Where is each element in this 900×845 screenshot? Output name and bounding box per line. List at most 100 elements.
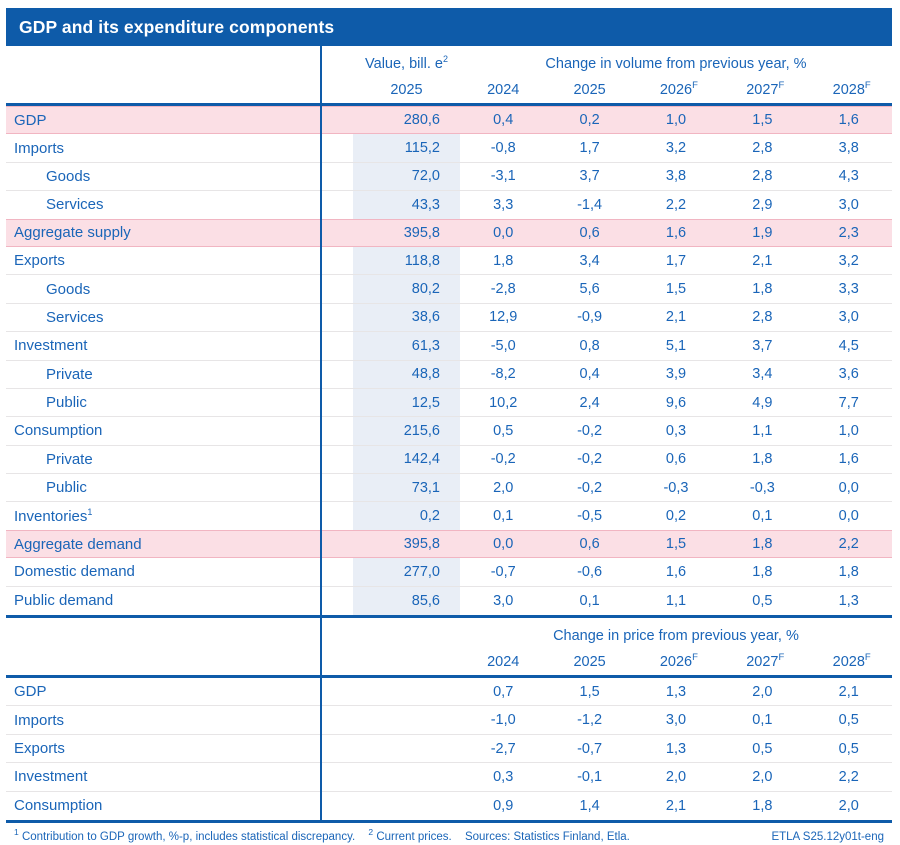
change-cell: -0,7 bbox=[577, 740, 603, 757]
table-row: Aggregate supply 395,8 0,0 0,6 1,6 1,9 2,3 bbox=[6, 218, 892, 247]
table-content: Value, bill. e2 Change in volume from pr… bbox=[6, 46, 892, 843]
change-cell: 1,3 bbox=[665, 683, 687, 700]
header-rule bbox=[6, 675, 892, 679]
change-cell: 0,6 bbox=[579, 224, 600, 241]
row-label: Domestic demand bbox=[14, 563, 135, 581]
row-label: Public demand bbox=[14, 592, 114, 610]
change-cell: -0,3 bbox=[749, 479, 775, 496]
value-cell bbox=[320, 706, 460, 733]
year-header: 2026 F bbox=[659, 79, 698, 98]
table-row: Public 73,1 2,0 -0,2 -0,3 -0,3 0,0 bbox=[6, 474, 892, 503]
section-divider-rule bbox=[6, 615, 892, 619]
footnote-text: 1 Contribution to GDP growth, %-p, inclu… bbox=[14, 828, 630, 843]
value-cell: 142,4 bbox=[320, 445, 460, 474]
change-cell: -0,5 bbox=[577, 508, 603, 525]
row-label: Inventories1 bbox=[14, 506, 93, 525]
change-cell: -0,3 bbox=[663, 479, 689, 496]
table-row: Public demand 85,6 3,0 0,1 1,1 0,5 1,3 bbox=[6, 586, 892, 616]
forecast-marker: F bbox=[692, 651, 698, 663]
value-cell: 118,8 bbox=[320, 246, 460, 275]
change-cell: 2,1 bbox=[752, 252, 773, 269]
value-cell: 73,1 bbox=[320, 474, 460, 502]
footnote-1-marker: 1 bbox=[14, 827, 19, 838]
year-header: 2028 F bbox=[832, 79, 871, 98]
change-cell: 2,0 bbox=[752, 683, 773, 700]
change-cell: 2,1 bbox=[838, 683, 859, 700]
value-cell bbox=[320, 792, 460, 820]
table-row: Consumption 0,9 1,4 2,1 1,8 2,0 bbox=[6, 791, 892, 820]
table-row: Aggregate demand 395,8 0,0 0,6 1,5 1,8 2,2 bbox=[6, 529, 892, 559]
change-cell: -0,2 bbox=[577, 451, 603, 468]
change-cell: 0,6 bbox=[665, 451, 687, 468]
value-cell bbox=[320, 735, 460, 762]
change-cell: 1,8 bbox=[752, 563, 773, 580]
change-cell: 1,0 bbox=[665, 112, 687, 129]
row-label: Investment bbox=[14, 768, 88, 786]
table-row: GDP 280,6 0,4 0,2 1,0 1,5 1,6 bbox=[6, 106, 892, 135]
change-cell: 1,8 bbox=[752, 536, 773, 553]
year-header: 2028 F bbox=[832, 651, 871, 670]
change-cell: 0,3 bbox=[493, 768, 514, 785]
change-cell: 1,3 bbox=[838, 592, 859, 609]
change-cell: 7,7 bbox=[838, 394, 859, 411]
change-cell: 1,1 bbox=[665, 592, 687, 609]
change-cell: 4,3 bbox=[838, 168, 859, 185]
change-cell: 1,6 bbox=[838, 451, 859, 468]
change-cell: 1,1 bbox=[752, 422, 773, 439]
change-cell: 0,6 bbox=[579, 536, 600, 553]
value-cell: 277,0 bbox=[320, 558, 460, 586]
footnote-2-marker: 2 bbox=[368, 827, 374, 838]
change-cell: 12,9 bbox=[489, 309, 518, 326]
value-cell: 0,2 bbox=[320, 502, 460, 530]
footnote-1: Contribution to GDP growth, %-p, include… bbox=[21, 830, 356, 843]
change-cell: 3,3 bbox=[493, 196, 514, 213]
change-cell: 3,0 bbox=[493, 592, 514, 609]
footnote-ref: 1 bbox=[87, 506, 93, 517]
change-cell: 5,1 bbox=[665, 337, 687, 354]
change-cell: 3,9 bbox=[665, 366, 687, 383]
change-cell: 5,6 bbox=[579, 281, 600, 298]
row-label: Consumption bbox=[14, 797, 103, 815]
price-group-header: Change in price from previous year, % bbox=[553, 627, 799, 644]
value-cell: 395,8 bbox=[403, 224, 440, 241]
change-cell: -0,2 bbox=[490, 451, 516, 468]
change-cell: -0,8 bbox=[490, 140, 516, 157]
change-cell: 1,4 bbox=[579, 797, 600, 814]
change-cell: 1,6 bbox=[665, 563, 687, 580]
change-cell: 0,0 bbox=[493, 224, 514, 241]
value-cell: 48,8 bbox=[320, 360, 460, 388]
row-label: Goods bbox=[46, 280, 91, 298]
price-table: Change in price from previous year, % 20… bbox=[6, 618, 892, 820]
price-table-header: Change in price from previous year, % 20… bbox=[6, 618, 892, 675]
change-cell: 2,3 bbox=[838, 224, 859, 241]
table-row: Exports -2,7 -0,7 1,3 0,5 0,5 bbox=[6, 734, 892, 764]
change-cell: 1,5 bbox=[579, 683, 600, 700]
change-cell: 4,9 bbox=[752, 394, 773, 411]
change-cell: 1,5 bbox=[752, 112, 773, 129]
value-cell: 43,3 bbox=[320, 191, 460, 219]
row-label: Exports bbox=[14, 252, 65, 270]
row-label: GDP bbox=[14, 111, 47, 129]
change-cell: -1,4 bbox=[577, 196, 603, 213]
change-cell: 0,9 bbox=[493, 797, 514, 814]
change-cell: -0,2 bbox=[577, 479, 603, 496]
change-cell: 3,3 bbox=[838, 281, 859, 298]
change-cell: 2,2 bbox=[665, 196, 687, 213]
change-cell: 0,5 bbox=[838, 712, 859, 729]
row-label: Private bbox=[46, 450, 93, 468]
row-label: Public bbox=[46, 479, 87, 497]
page-title: GDP and its expenditure components bbox=[6, 8, 892, 46]
table-row: Private 48,8 -8,2 0,4 3,9 3,4 3,6 bbox=[6, 360, 892, 389]
row-label: Services bbox=[46, 196, 104, 214]
table-row: Private 142,4 -0,2 -0,2 0,6 1,8 1,6 bbox=[6, 445, 892, 475]
change-cell: -2,8 bbox=[490, 281, 516, 298]
change-cell: 1,0 bbox=[838, 422, 859, 439]
year-header: 2027 F bbox=[746, 79, 785, 98]
change-cell: 3,8 bbox=[838, 140, 859, 157]
value-cell: 38,6 bbox=[320, 303, 460, 332]
footnote-2: Current prices. bbox=[376, 830, 452, 843]
year-header: 2027 F bbox=[746, 651, 785, 670]
change-cell: 2,4 bbox=[579, 394, 600, 411]
change-cell: 0,5 bbox=[838, 740, 859, 757]
year-header: 2024 bbox=[487, 653, 520, 670]
